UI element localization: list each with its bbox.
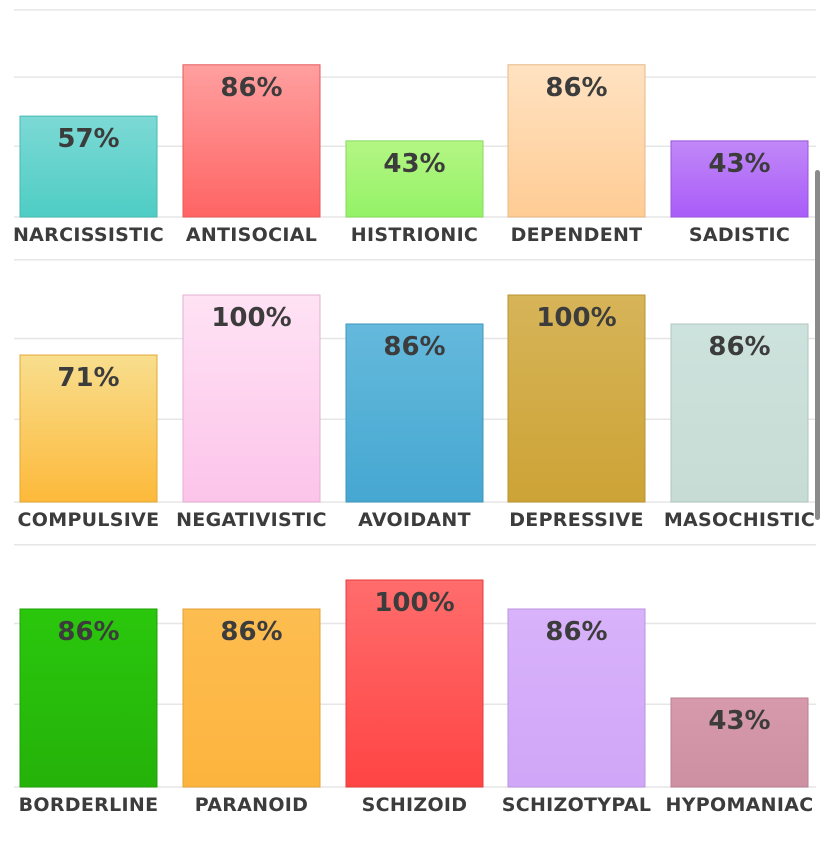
bar-value-label: 57% (57, 124, 119, 154)
bar-value-label: 86% (57, 617, 119, 647)
bar-value-label: 86% (383, 332, 445, 362)
bar-avoidant (345, 323, 484, 503)
category-label: NEGATIVISTIC (176, 509, 327, 531)
category-label: SCHIZOID (362, 794, 468, 816)
category-label: MASOCHISTIC (664, 509, 815, 531)
bar-chart-panel-2: 71% COMPULSIVE 100% NEGATIVISTIC 86% AVOIDANT… (14, 259, 816, 531)
category-label: BORDERLINE (19, 794, 159, 816)
category-label: SCHIZOTYPAL (502, 794, 652, 816)
category-label: HYPOMANIAC (666, 794, 814, 816)
bar-chart-panel-1: 57% NARCISSISTIC 86% ANTISOCIAL 43% HISTRIONI… (13, 9, 816, 246)
bar-schizotypal (507, 608, 646, 788)
category-label: ANTISOCIAL (186, 224, 317, 246)
bar-hypomaniac (670, 697, 809, 788)
bar-narcissistic (19, 115, 158, 218)
bar-value-label: 86% (545, 617, 607, 647)
category-label: DEPENDENT (511, 224, 643, 246)
category-label: NARCISSISTIC (13, 224, 164, 246)
bar-sadistic (670, 140, 809, 218)
category-label: PARANOID (195, 794, 309, 816)
category-label: AVOIDANT (358, 509, 471, 531)
bar-value-label: 43% (708, 149, 770, 179)
bar-negativistic (182, 294, 321, 503)
bar-chart-panel-3: 86% BORDERLINE 86% PARANOID 100% SCHIZOID 86% S… (14, 544, 816, 816)
bar-depressive (507, 294, 646, 503)
scrollbar[interactable] (815, 170, 820, 520)
bar-value-label: 71% (57, 363, 119, 393)
bar-histrionic (345, 140, 484, 218)
bar-value-label: 100% (536, 303, 616, 333)
bar-value-label: 43% (383, 149, 445, 179)
bar-value-label: 43% (708, 706, 770, 736)
bar-schizoid (345, 579, 484, 788)
bar-borderline (19, 608, 158, 788)
bar-value-label: 86% (545, 73, 607, 103)
bar-value-label: 86% (220, 73, 282, 103)
bar-value-label: 86% (708, 332, 770, 362)
bar-value-label: 100% (374, 588, 454, 618)
category-label: DEPRESSIVE (509, 509, 644, 531)
bar-masochistic (670, 323, 809, 503)
category-label: COMPULSIVE (18, 509, 160, 531)
category-label: HISTRIONIC (351, 224, 478, 246)
category-label: SADISTIC (689, 224, 790, 246)
bar-value-label: 86% (220, 617, 282, 647)
bar-compulsive (19, 354, 158, 503)
bar-dependent (507, 64, 646, 218)
bar-paranoid (182, 608, 321, 788)
bar-value-label: 100% (211, 303, 291, 333)
bar-antisocial (182, 64, 321, 218)
